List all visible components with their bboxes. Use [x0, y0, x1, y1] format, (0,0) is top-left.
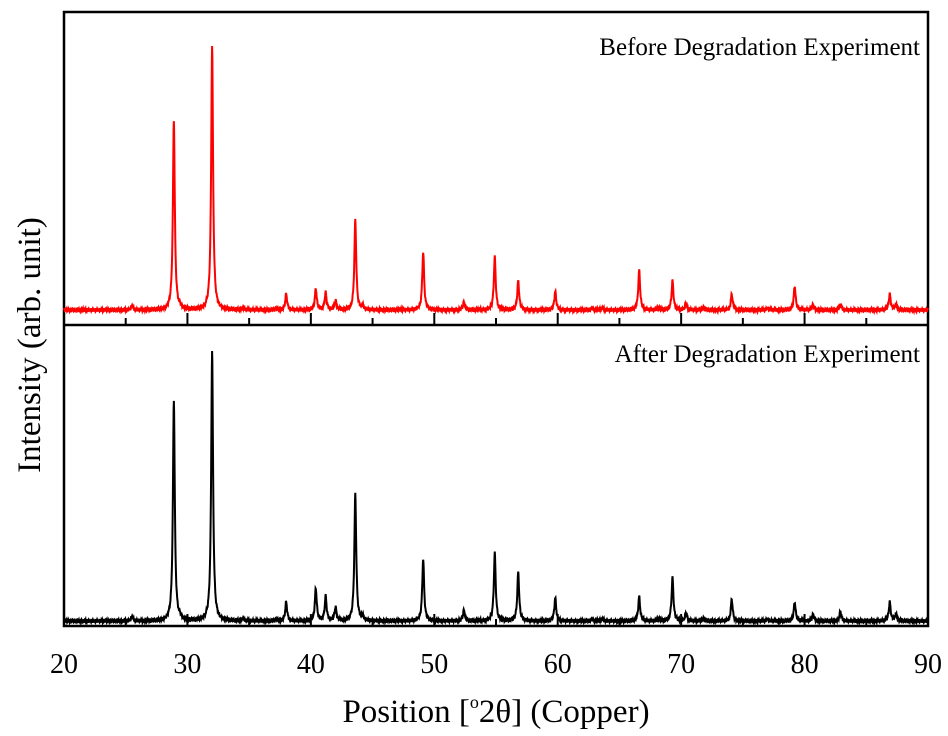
- label-after-degradation: After Degradation Experiment: [615, 341, 920, 368]
- x-axis-title-degree: o: [470, 692, 479, 712]
- x-tick-label-40: 40: [297, 649, 325, 680]
- x-axis-title-suffix: 2θ] (Copper): [479, 694, 650, 730]
- x-axis-title: Position [o2θ] (Copper): [342, 692, 649, 730]
- x-tick-labels: 20 30 40 50 60 70 80 90: [50, 649, 942, 680]
- x-tick-label-70: 70: [667, 649, 695, 680]
- x-tick-label-60: 60: [544, 649, 572, 680]
- line-before-degradation: [63, 46, 929, 316]
- x-tick-label-80: 80: [791, 649, 819, 680]
- y-axis-title: Intensity (arb. unit): [12, 217, 48, 473]
- series-before-degradation: [63, 46, 929, 316]
- x-axis-ticks: [63, 313, 929, 626]
- x-tick-label-20: 20: [50, 649, 78, 680]
- x-tick-label-50: 50: [420, 649, 448, 680]
- x-axis-title-prefix: Position [: [342, 694, 469, 730]
- x-tick-label-30: 30: [173, 649, 201, 680]
- label-before-degradation: Before Degradation Experiment: [599, 34, 920, 61]
- x-tick-label-90: 90: [914, 649, 942, 680]
- line-after-degradation: [63, 350, 929, 627]
- series-after-degradation: [63, 350, 929, 627]
